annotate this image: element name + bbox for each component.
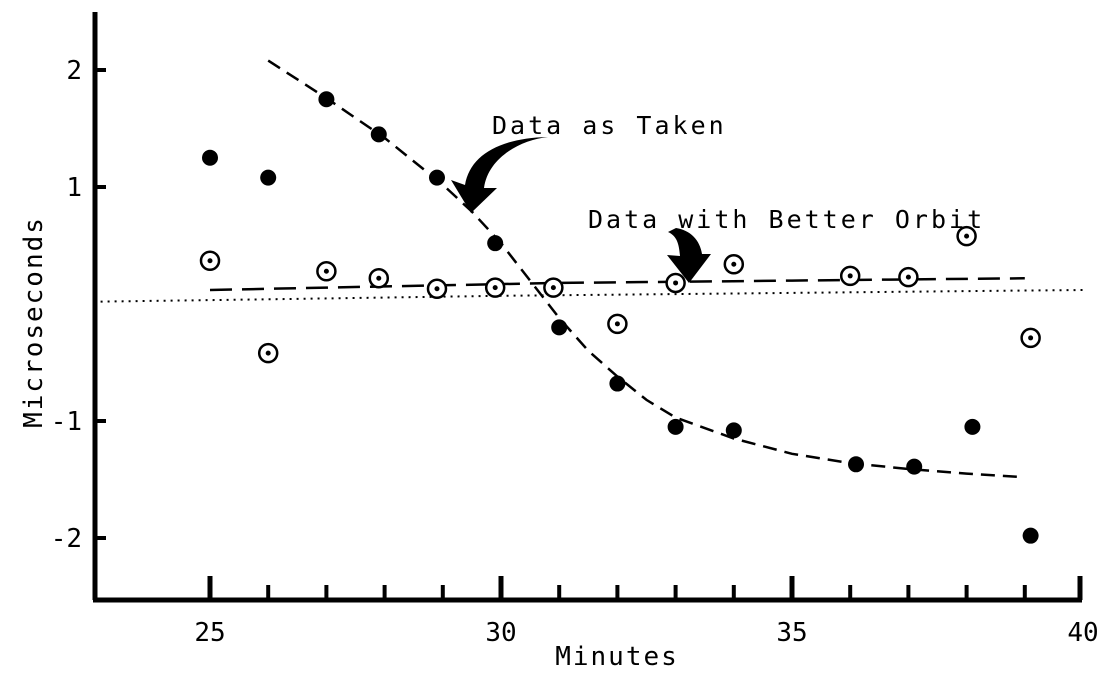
x-axis-title: Minutes	[555, 642, 679, 672]
arrow-data-as-taken	[451, 137, 548, 213]
data-point-center	[614, 321, 620, 327]
data-point-center	[207, 258, 213, 264]
y-axis-title: Microseconds	[19, 216, 49, 428]
data-point-circle-dot	[199, 250, 221, 271]
arrows	[451, 137, 711, 283]
data-point-center	[731, 261, 737, 267]
arrow-better-orbit	[667, 228, 711, 283]
y-tick-label: 2	[66, 56, 82, 86]
y-tick-label: -1	[51, 407, 82, 437]
axes	[92, 12, 1082, 603]
data-point-center	[492, 285, 498, 291]
data-point-center	[265, 350, 271, 356]
ticks: 25 30 35 40 2 1 -1 -2	[51, 56, 1099, 648]
data-point-circle-dot	[484, 277, 506, 298]
data-points	[199, 91, 1041, 544]
data-point-filled	[260, 169, 277, 186]
data-point-filled	[667, 418, 684, 435]
data-point-filled	[551, 319, 568, 336]
y-tick-label: -2	[51, 524, 82, 554]
data-point-filled	[202, 149, 218, 166]
data-point-circle-dot	[607, 313, 628, 335]
data-point-center	[847, 273, 853, 279]
data-point-filled	[725, 422, 742, 439]
data-point-filled	[848, 456, 865, 473]
x-tick-label: 25	[194, 618, 225, 648]
data-point-center	[964, 233, 970, 239]
data-point-filled	[428, 169, 445, 186]
data-point-filled	[964, 418, 981, 435]
data-point-center	[1028, 335, 1034, 341]
data-point-circle-dot	[956, 225, 977, 247]
data-point-filled	[318, 91, 335, 108]
data-point-filled	[906, 458, 923, 475]
data-point-circle-dot	[839, 265, 861, 287]
data-point-center	[323, 268, 329, 274]
y-tick-label: 1	[66, 173, 82, 203]
data-point-center	[434, 286, 440, 292]
annotation-data-as-taken: Data as Taken	[492, 111, 727, 140]
annotation-better-orbit: Data with Better Orbit	[588, 205, 985, 234]
curve-dotted	[93, 289, 1084, 303]
data-point-filled	[609, 375, 626, 392]
data-point-circle-dot	[257, 342, 279, 364]
data-point-center	[376, 275, 382, 281]
data-point-filled	[487, 235, 504, 252]
data-point-center	[905, 274, 911, 280]
data-point-filled	[1022, 527, 1039, 544]
x-tick-label: 35	[776, 618, 807, 648]
data-point-circle-dot	[543, 277, 564, 298]
data-point-center	[550, 285, 556, 291]
data-point-circle-dot	[1020, 327, 1041, 349]
data-point-filled	[370, 126, 387, 143]
data-point-center	[673, 280, 679, 286]
data-point-circle-dot	[898, 266, 919, 288]
data-point-circle-dot	[665, 272, 686, 294]
data-point-circle-dot	[368, 268, 390, 289]
x-tick-label: 40	[1067, 618, 1098, 648]
data-point-circle-dot	[426, 278, 448, 300]
x-tick-label: 30	[485, 618, 516, 648]
data-point-circle-dot	[316, 260, 337, 282]
curve-long-dash	[209, 277, 1025, 292]
data-point-circle-dot	[723, 253, 745, 275]
